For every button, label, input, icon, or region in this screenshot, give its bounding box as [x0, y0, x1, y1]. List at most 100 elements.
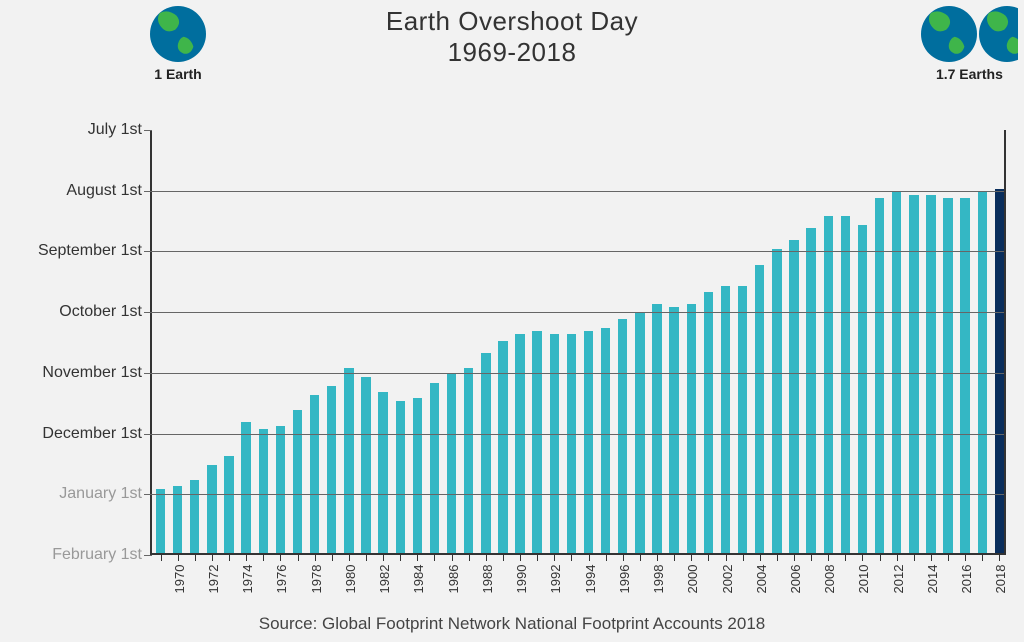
y-tick	[144, 434, 152, 435]
source-text: Source: Global Footprint Network Nationa…	[0, 614, 1024, 634]
bar-chart: July 1stAugust 1stSeptember 1stOctober 1…	[150, 130, 1006, 555]
y-tick	[144, 555, 152, 556]
x-axis-label: 1994	[583, 565, 598, 594]
gridline	[152, 312, 1004, 313]
bar	[584, 331, 593, 553]
bar	[241, 422, 250, 553]
x-tick	[315, 553, 316, 561]
x-tick	[794, 553, 795, 561]
x-tick	[280, 553, 281, 561]
bar	[464, 368, 473, 553]
x-tick	[332, 553, 333, 561]
x-tick	[349, 553, 350, 561]
gridline	[152, 251, 1004, 252]
x-axis-label: 1998	[651, 565, 666, 594]
x-axis-label: 2008	[822, 565, 837, 594]
bar	[550, 334, 559, 553]
bar	[413, 398, 422, 553]
x-tick	[589, 553, 590, 561]
y-axis-label: December 1st	[42, 425, 142, 443]
bar	[704, 292, 713, 553]
y-axis-label: September 1st	[38, 242, 142, 260]
x-tick	[948, 553, 949, 561]
y-axis-label: January 1st	[59, 485, 142, 503]
x-tick	[246, 553, 247, 561]
bar	[926, 195, 935, 553]
x-axis-label: 2018	[993, 565, 1008, 594]
x-tick	[914, 553, 915, 561]
bar	[567, 334, 576, 553]
badge-1p7-earths-label: 1.7 Earths	[921, 66, 1018, 82]
x-tick	[897, 553, 898, 561]
x-axis-label: 1982	[377, 565, 392, 594]
bar	[772, 249, 781, 553]
x-axis-label: 1990	[514, 565, 529, 594]
bar	[909, 195, 918, 553]
x-tick	[366, 553, 367, 561]
x-axis-label: 2000	[685, 565, 700, 594]
x-tick	[708, 553, 709, 561]
bar	[738, 286, 747, 553]
x-tick	[931, 553, 932, 561]
x-tick	[537, 553, 538, 561]
y-tick	[144, 312, 152, 313]
x-tick	[383, 553, 384, 561]
x-axis-label: 2004	[754, 565, 769, 594]
y-tick	[144, 130, 152, 131]
x-tick	[811, 553, 812, 561]
bar	[224, 456, 233, 553]
x-axis-label: 2010	[856, 565, 871, 594]
bar	[858, 225, 867, 553]
x-tick	[880, 553, 881, 561]
bar	[532, 331, 541, 553]
bar	[207, 465, 216, 553]
x-tick	[828, 553, 829, 561]
badge-1-earth-label: 1 Earth	[150, 66, 206, 82]
x-tick	[195, 553, 196, 561]
bar	[310, 395, 319, 553]
x-axis-label: 1974	[240, 565, 255, 594]
bar	[327, 386, 336, 553]
bar	[515, 334, 524, 553]
x-tick	[623, 553, 624, 561]
globe-row-right	[921, 6, 1018, 62]
gridline	[152, 191, 1004, 192]
x-tick	[674, 553, 675, 561]
x-tick	[161, 553, 162, 561]
x-axis-label: 2014	[925, 565, 940, 594]
globe-icon	[979, 6, 1018, 62]
x-axis-label: 2012	[891, 565, 906, 594]
x-tick	[726, 553, 727, 561]
x-tick	[452, 553, 453, 561]
x-tick	[263, 553, 264, 561]
x-axis-label: 2006	[788, 565, 803, 594]
x-axis-label: 1970	[172, 565, 187, 594]
x-tick	[503, 553, 504, 561]
x-axis-label: 2002	[720, 565, 735, 594]
bar	[995, 189, 1004, 553]
globe-row-left	[150, 6, 206, 62]
x-tick	[229, 553, 230, 561]
x-axis-label: 1996	[617, 565, 632, 594]
x-tick	[417, 553, 418, 561]
x-tick	[691, 553, 692, 561]
y-tick	[144, 191, 152, 192]
bars-layer	[152, 130, 1004, 553]
x-tick	[571, 553, 572, 561]
bar	[276, 426, 285, 554]
badge-1p7-earths: 1.7 Earths	[921, 6, 1018, 82]
bar	[721, 286, 730, 553]
globe-icon	[921, 6, 977, 62]
globe-icon	[150, 6, 206, 62]
bar	[669, 307, 678, 553]
y-axis-label: August 1st	[66, 182, 142, 200]
bar	[293, 410, 302, 553]
bar	[652, 304, 661, 553]
bar	[378, 392, 387, 553]
x-tick	[178, 553, 179, 561]
bar	[841, 216, 850, 553]
x-axis-label: 1984	[411, 565, 426, 594]
bar	[601, 328, 610, 553]
x-axis-label: 2016	[959, 565, 974, 594]
gridline	[152, 434, 1004, 435]
